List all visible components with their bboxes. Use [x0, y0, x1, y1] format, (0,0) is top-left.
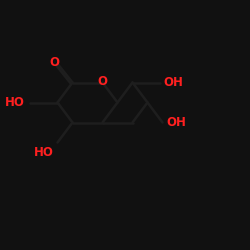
- Text: HO: HO: [5, 96, 25, 109]
- Text: O: O: [49, 56, 59, 69]
- Text: OH: OH: [164, 76, 184, 89]
- Text: O: O: [98, 75, 108, 88]
- Text: OH: OH: [166, 116, 186, 129]
- Text: HO: HO: [34, 146, 54, 158]
